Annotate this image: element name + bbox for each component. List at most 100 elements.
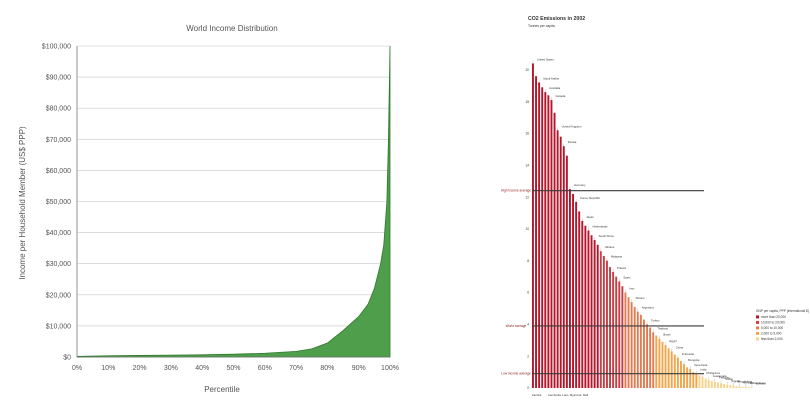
emission-bar (562, 146, 565, 388)
income-distribution-chart: World Income Distribution Income per Hou… (18, 24, 399, 394)
x-tick-labels: Zambia Cambodia, Laos, Myanmar, Mali (532, 393, 588, 397)
y-tick-label: $60,000 (46, 168, 71, 175)
emission-bar (713, 381, 716, 388)
country-label: Burundi (756, 381, 766, 385)
legend-swatch (756, 326, 759, 330)
y-tick-labels: 0 2 4 6 8 10 12 14 16 18 20 (525, 68, 529, 390)
country-label: Egypt (670, 339, 677, 343)
country-label: Mexico (636, 296, 645, 300)
emission-bar (624, 292, 627, 388)
y-tick-label: $80,000 (46, 106, 71, 113)
emission-bar (630, 302, 633, 388)
y-tick-label: 0 (527, 386, 529, 390)
x-axis-label: Percentile (204, 385, 240, 394)
emission-bar (615, 276, 618, 388)
emission-bar (618, 281, 621, 388)
emission-bar (707, 380, 710, 388)
country-label: Malaysia (611, 255, 622, 259)
y-axis-label: Income per Household Member (US$ PPP) (18, 126, 27, 280)
emission-bar (627, 297, 630, 388)
reference-lines: High income average World average Low inco… (501, 189, 704, 376)
reference-line-label: High income average (501, 189, 531, 193)
country-label: Spain (623, 275, 631, 279)
emission-bar (538, 82, 541, 388)
emission-bar (636, 311, 639, 388)
country-label: Turkey (651, 318, 660, 322)
y-tick-label: $40,000 (46, 230, 71, 237)
emission-bar (732, 385, 735, 388)
emission-bar (676, 357, 679, 388)
x-tick-label: 100% (381, 365, 399, 372)
country-label: Thailand (657, 326, 668, 330)
emission-bar (541, 87, 544, 389)
x-tick-label: 50% (226, 365, 240, 372)
country-label: Saudi Arabia (543, 77, 559, 81)
emission-bar (698, 375, 701, 388)
y-tick-label: 16 (525, 132, 529, 136)
country-label: Bangladesh (737, 380, 752, 384)
y-tick-label: $100,000 (42, 44, 71, 51)
emission-bar (723, 384, 726, 388)
emission-bar (590, 235, 593, 388)
emission-bar (609, 267, 611, 388)
reference-line-label: Low income average (501, 372, 531, 376)
emission-bar (726, 384, 729, 388)
y-tick-label: $20,000 (46, 292, 71, 299)
legend-title: GNP per capita, PPP (international $) (756, 309, 809, 313)
emission-bar (633, 306, 636, 388)
emission-bar (686, 367, 689, 388)
chart-title: CO2 Emissions in 2002 (528, 16, 585, 22)
x-tick-label: 90% (352, 365, 366, 372)
emission-bar (581, 220, 584, 388)
emission-bar (717, 382, 719, 388)
emission-bar (565, 155, 568, 388)
country-label: Ukraine (605, 245, 615, 249)
co2-emissions-chart: CO2 Emissions in 2002 Tonnes per capita … (494, 0, 810, 403)
emission-bar (569, 189, 571, 388)
legend-swatch (756, 337, 759, 341)
x-tick-label: 30% (164, 365, 178, 372)
emission-bar (572, 193, 574, 388)
country-label: Philippines (707, 371, 721, 375)
country-label: Iran (629, 287, 634, 291)
country-label: China (676, 345, 684, 349)
emission-bar (744, 387, 747, 388)
emission-bar (701, 376, 704, 388)
chart-background (494, 0, 810, 403)
country-label: Mozambique (750, 381, 766, 385)
emission-bar (596, 244, 599, 388)
emission-bar (673, 354, 676, 388)
emission-bar (655, 335, 658, 388)
legend-label: less than 2,000 (761, 337, 783, 341)
legend-swatch (756, 315, 759, 319)
emission-bar (683, 364, 685, 388)
emission-bar (606, 260, 608, 388)
emission-bar (661, 341, 664, 388)
emission-bar (602, 255, 605, 388)
y-axis-label: Tonnes per capita (528, 24, 555, 28)
emission-bar (646, 324, 648, 388)
y-tick-label: 12 (525, 195, 529, 199)
emission-bar (593, 240, 596, 388)
legend-label: 5,000 to 10,000 (761, 326, 783, 330)
x-tick-label: 70% (289, 365, 303, 372)
y-tick-label: $30,000 (46, 261, 71, 268)
country-label: United Kingdom (562, 124, 583, 128)
x-tick-labels: 0% 10% 20% 30% 40% 50% 60% 70% 80% 90% 100% (72, 365, 399, 372)
emission-bar (559, 136, 562, 388)
emission-bar (575, 201, 578, 388)
emission-bar (680, 360, 682, 388)
country-label: Canada (555, 94, 565, 98)
country-label: Ethiopia (744, 380, 755, 384)
emission-bar (649, 327, 652, 388)
emission-bar (544, 92, 547, 388)
legend-label: 2,000 to 5,000 (761, 332, 782, 336)
emission-bar (689, 368, 692, 388)
gridlines (77, 45, 390, 327)
country-label: Brazil (663, 333, 670, 337)
x-tick-label: Zambia (532, 393, 542, 397)
x-tick-label: 10% (101, 365, 115, 372)
emission-bar (652, 332, 655, 388)
country-label: Argentina (642, 306, 654, 310)
emission-bar (664, 345, 667, 388)
